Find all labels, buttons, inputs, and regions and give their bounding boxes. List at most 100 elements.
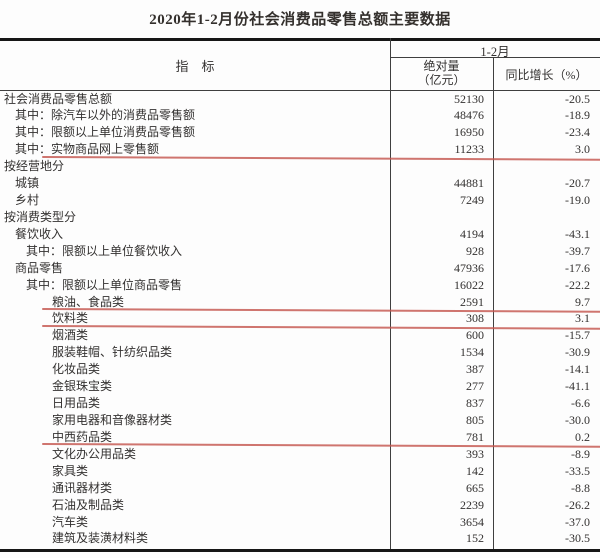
table-body: 社会消费品零售总额 52130 -20.5 其中：除汽车以外的消费品零售额 48476 -… bbox=[0, 91, 600, 548]
table-row: 烟酒类 600 -15.7 bbox=[0, 327, 600, 344]
growth-value-cell: -8.9 bbox=[571, 446, 590, 461]
indicator-cell: 石油及制品类 bbox=[52, 497, 125, 512]
growth-value-cell: -17.6 bbox=[565, 260, 590, 275]
column-header-absolute-line1: 绝对量 bbox=[423, 59, 460, 73]
table-border-top bbox=[0, 38, 600, 41]
growth-value-cell: -22.2 bbox=[565, 277, 590, 292]
table-row: 商品零售 47936 -17.6 bbox=[0, 260, 600, 277]
table-row: 金银珠宝类 277 -41.1 bbox=[0, 378, 600, 395]
indicator-cell: 化妆品类 bbox=[52, 362, 101, 377]
growth-value-cell: 3.0 bbox=[575, 142, 590, 157]
table-row: 其中：实物商品网上零售额 11233 3.0 bbox=[0, 141, 600, 161]
growth-value-cell: -30.5 bbox=[565, 531, 590, 546]
table-row: 家用电器和音像器材类 805 -30.0 bbox=[0, 412, 600, 429]
indicator-cell: 烟酒类 bbox=[52, 328, 89, 343]
page-title: 2020年1-2月份社会消费品零售总额主要数据 bbox=[149, 12, 451, 28]
indicator-cell: 汽车类 bbox=[52, 514, 89, 529]
table-row: 其中：限额以上单位商品零售 16022 -22.2 bbox=[0, 277, 600, 294]
growth-value-cell: -18.9 bbox=[565, 108, 590, 123]
absolute-value-cell: 16950 bbox=[454, 125, 484, 140]
table-row: 城镇 44881 -20.7 bbox=[0, 175, 600, 192]
table-row: 家具类 142 -33.5 bbox=[0, 463, 600, 480]
growth-value-cell: -20.5 bbox=[565, 91, 590, 106]
table-row: 石油及制品类 2239 -26.2 bbox=[0, 497, 600, 514]
table-divider-indicator bbox=[390, 38, 391, 549]
indicator-cell: 按消费类型分 bbox=[4, 209, 77, 224]
growth-value-cell: -14.1 bbox=[565, 362, 590, 377]
absolute-value-cell: 4194 bbox=[460, 226, 484, 241]
absolute-value-cell: 52130 bbox=[454, 91, 484, 106]
table-row: 按消费类型分 bbox=[0, 209, 600, 226]
growth-value-cell: -26.2 bbox=[565, 497, 590, 512]
table-row: 其中：除汽车以外的消费品零售额 48476 -18.9 bbox=[0, 107, 600, 124]
column-header-absolute: 绝对量 （亿元） bbox=[390, 59, 493, 87]
growth-value-cell: -39.7 bbox=[565, 243, 590, 258]
growth-value-cell: -43.1 bbox=[565, 226, 590, 241]
absolute-value-cell: 600 bbox=[466, 328, 484, 343]
growth-value-cell: -33.5 bbox=[565, 463, 590, 478]
absolute-value-cell: 2239 bbox=[460, 497, 484, 512]
absolute-value-cell: 7249 bbox=[460, 193, 484, 208]
column-header-absolute-line2: （亿元） bbox=[417, 73, 466, 87]
indicator-cell: 城镇 bbox=[15, 176, 40, 191]
indicator-cell: 其中：实物商品网上零售额 bbox=[15, 142, 160, 157]
growth-value-cell: -30.0 bbox=[565, 413, 590, 428]
column-header-growth: 同比增长（%） bbox=[505, 68, 588, 82]
table-row: 中西药品类 781 0.2 bbox=[0, 429, 600, 449]
table-row: 化妆品类 387 -14.1 bbox=[0, 361, 600, 378]
absolute-value-cell: 781 bbox=[466, 429, 484, 444]
table-row: 粮油、食品类 2591 9.7 bbox=[0, 294, 600, 313]
indicator-cell: 粮油、食品类 bbox=[52, 294, 125, 309]
indicator-cell: 其中：限额以上单位消费品零售额 bbox=[15, 125, 196, 140]
growth-value-cell: -15.7 bbox=[565, 328, 590, 343]
growth-value-cell: 9.7 bbox=[575, 294, 590, 309]
table-row: 饮料类 308 3.1 bbox=[0, 310, 600, 330]
absolute-value-cell: 2591 bbox=[460, 294, 484, 309]
absolute-value-cell: 11233 bbox=[454, 142, 484, 157]
growth-value-cell: 0.2 bbox=[575, 429, 590, 444]
table-divider-columns bbox=[493, 57, 494, 549]
absolute-value-cell: 665 bbox=[466, 480, 484, 495]
indicator-cell: 乡村 bbox=[15, 193, 40, 208]
column-header-period: 1-2月 bbox=[480, 45, 510, 59]
indicator-cell: 服装鞋帽、针纺织品类 bbox=[52, 345, 173, 360]
growth-value-cell: -23.4 bbox=[565, 125, 590, 140]
indicator-cell: 商品零售 bbox=[15, 260, 64, 275]
absolute-value-cell: 1534 bbox=[460, 345, 484, 360]
absolute-value-cell: 837 bbox=[466, 396, 484, 411]
indicator-cell: 其中：限额以上单位商品零售 bbox=[26, 277, 183, 292]
table-divider-period bbox=[390, 57, 600, 58]
indicator-cell: 其中：限额以上单位餐饮收入 bbox=[26, 243, 183, 258]
growth-value-cell: -41.1 bbox=[565, 379, 590, 394]
growth-value-cell: -20.7 bbox=[565, 176, 590, 191]
table-divider-header-bottom bbox=[0, 90, 600, 91]
indicator-cell: 其中：除汽车以外的消费品零售额 bbox=[15, 108, 196, 123]
indicator-cell: 按经营地分 bbox=[4, 159, 65, 174]
table-row: 乡村 7249 -19.0 bbox=[0, 192, 600, 209]
growth-value-cell: -30.9 bbox=[565, 345, 590, 360]
indicator-cell: 通讯器材类 bbox=[52, 480, 113, 495]
absolute-value-cell: 3654 bbox=[460, 514, 484, 529]
absolute-value-cell: 44881 bbox=[454, 176, 484, 191]
growth-value-cell: 3.1 bbox=[575, 311, 590, 326]
table-row: 汽车类 3654 -37.0 bbox=[0, 514, 600, 531]
indicator-cell: 家具类 bbox=[52, 463, 89, 478]
absolute-value-cell: 928 bbox=[466, 243, 484, 258]
indicator-cell: 饮料类 bbox=[52, 311, 89, 326]
absolute-value-cell: 142 bbox=[466, 463, 484, 478]
absolute-value-cell: 152 bbox=[466, 531, 484, 546]
table-border-bottom bbox=[0, 549, 600, 552]
table-row: 社会消费品零售总额 52130 -20.5 bbox=[0, 91, 600, 108]
absolute-value-cell: 277 bbox=[466, 379, 484, 394]
table-row: 餐饮收入 4194 -43.1 bbox=[0, 226, 600, 243]
absolute-value-cell: 308 bbox=[466, 311, 484, 326]
table-row: 日用品类 837 -6.6 bbox=[0, 395, 600, 412]
absolute-value-cell: 16022 bbox=[454, 277, 484, 292]
indicator-cell: 中西药品类 bbox=[52, 429, 113, 444]
table-row: 通讯器材类 665 -8.8 bbox=[0, 480, 600, 497]
absolute-value-cell: 47936 bbox=[454, 260, 484, 275]
growth-value-cell: -8.8 bbox=[571, 480, 590, 495]
growth-value-cell: -37.0 bbox=[565, 514, 590, 529]
indicator-cell: 日用品类 bbox=[52, 396, 101, 411]
